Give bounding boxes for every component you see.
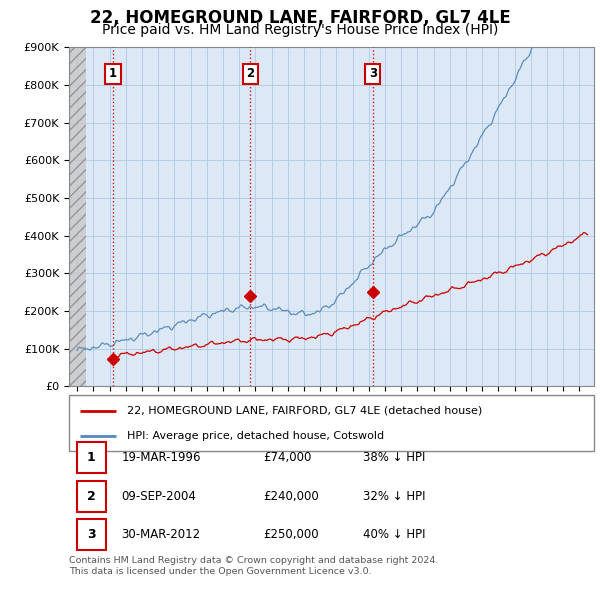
Bar [69,47,86,386]
Text: HPI: Average price, detached house, Cotswold: HPI: Average price, detached house, Cots… [127,431,384,441]
Text: 2: 2 [246,67,254,80]
Text: 1: 1 [109,67,117,80]
Text: £74,000: £74,000 [263,451,311,464]
Text: 38% ↓ HPI: 38% ↓ HPI [363,451,425,464]
FancyBboxPatch shape [77,442,106,473]
Text: 22, HOMEGROUND LANE, FAIRFORD, GL7 4LE: 22, HOMEGROUND LANE, FAIRFORD, GL7 4LE [89,9,511,27]
Text: £250,000: £250,000 [263,528,319,541]
Text: 09-SEP-2004: 09-SEP-2004 [121,490,196,503]
Text: Contains HM Land Registry data © Crown copyright and database right 2024.
This d: Contains HM Land Registry data © Crown c… [69,556,439,576]
Text: 40% ↓ HPI: 40% ↓ HPI [363,528,425,541]
Text: 30-MAR-2012: 30-MAR-2012 [121,528,200,541]
Text: 2: 2 [86,490,95,503]
FancyBboxPatch shape [69,395,594,451]
FancyBboxPatch shape [77,519,106,550]
Text: 19-MAR-1996: 19-MAR-1996 [121,451,201,464]
Text: 32% ↓ HPI: 32% ↓ HPI [363,490,425,503]
Text: 22, HOMEGROUND LANE, FAIRFORD, GL7 4LE (detached house): 22, HOMEGROUND LANE, FAIRFORD, GL7 4LE (… [127,406,482,416]
Text: 1: 1 [86,451,95,464]
Text: 3: 3 [369,67,377,80]
Text: 3: 3 [87,528,95,541]
FancyBboxPatch shape [77,481,106,512]
Text: Price paid vs. HM Land Registry's House Price Index (HPI): Price paid vs. HM Land Registry's House … [102,23,498,37]
Text: £240,000: £240,000 [263,490,319,503]
